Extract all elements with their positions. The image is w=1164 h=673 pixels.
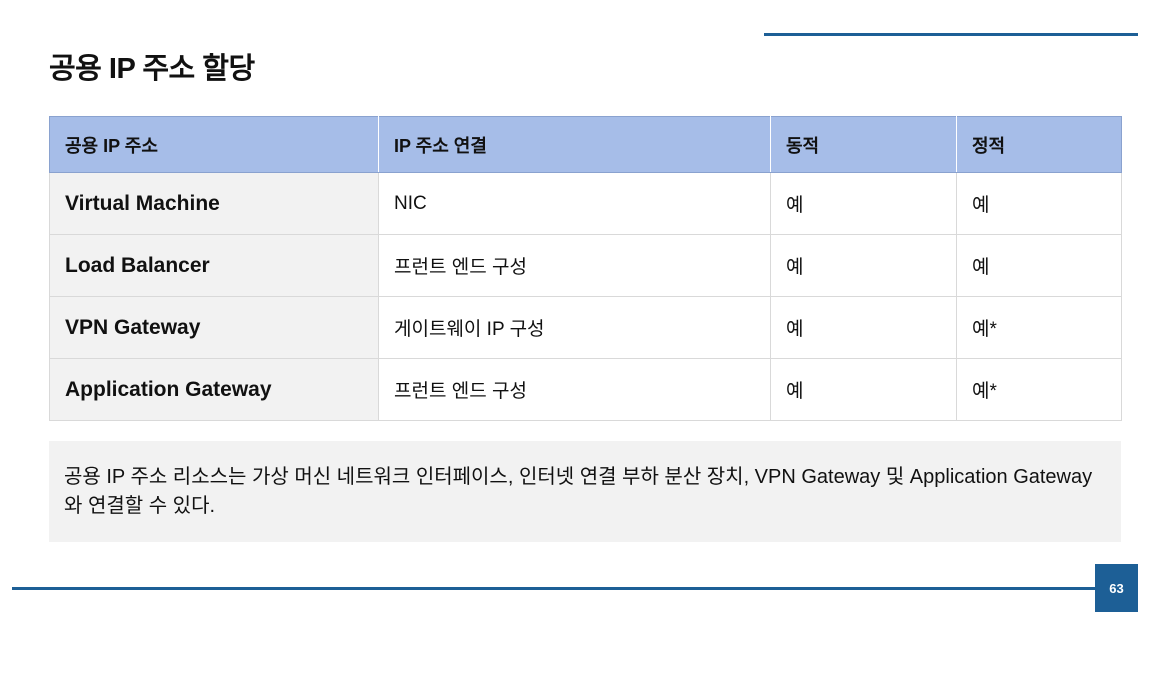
table-row: Virtual Machine NIC 예 예 xyxy=(49,172,1122,235)
row-resource-cell: Virtual Machine xyxy=(49,172,379,235)
ip-assignment-table: 공용 IP 주소 IP 주소 연결 동적 정적 Virtual Machine … xyxy=(49,116,1122,421)
page-number-badge: 63 xyxy=(1095,564,1138,612)
row-dynamic-cell: 예 xyxy=(770,172,957,235)
row-association-cell: 게이트웨이 IP 구성 xyxy=(378,296,771,359)
column-header-public-ip: 공용 IP 주소 xyxy=(49,116,379,173)
row-dynamic-cell: 예 xyxy=(770,358,957,421)
row-dynamic-cell: 예 xyxy=(770,234,957,297)
table-row: Load Balancer 프런트 엔드 구성 예 예 xyxy=(49,234,1122,297)
column-header-ip-association: IP 주소 연결 xyxy=(378,116,771,173)
row-static-cell: 예* xyxy=(956,296,1122,359)
page-title: 공용 IP 주소 할당 xyxy=(49,53,255,85)
page-number: 63 xyxy=(1109,580,1124,596)
note-text: 공용 IP 주소 리소스는 가상 머신 네트워크 인터페이스, 인터넷 연결 부… xyxy=(64,466,1093,517)
row-static-cell: 예 xyxy=(956,234,1122,297)
note-box: 공용 IP 주소 리소스는 가상 머신 네트워크 인터페이스, 인터넷 연결 부… xyxy=(49,441,1121,542)
row-dynamic-cell: 예 xyxy=(770,296,957,359)
row-static-cell: 예* xyxy=(956,358,1122,421)
row-resource-cell: Application Gateway xyxy=(49,358,379,421)
row-static-cell: 예 xyxy=(956,172,1122,235)
top-accent-rule xyxy=(764,33,1138,36)
table-row: Application Gateway 프런트 엔드 구성 예 예* xyxy=(49,358,1122,421)
table-header-row: 공용 IP 주소 IP 주소 연결 동적 정적 xyxy=(49,116,1122,173)
row-association-cell: 프런트 엔드 구성 xyxy=(378,234,771,297)
row-resource-cell: Load Balancer xyxy=(49,234,379,297)
row-resource-cell: VPN Gateway xyxy=(49,296,379,359)
row-association-cell: NIC xyxy=(378,172,771,235)
column-header-static: 정적 xyxy=(956,116,1122,173)
bottom-accent-rule xyxy=(12,587,1095,590)
row-association-cell: 프런트 엔드 구성 xyxy=(378,358,771,421)
ip-assignment-table-container: 공용 IP 주소 IP 주소 연결 동적 정적 Virtual Machine … xyxy=(49,116,1122,421)
table-row: VPN Gateway 게이트웨이 IP 구성 예 예* xyxy=(49,296,1122,359)
column-header-dynamic: 동적 xyxy=(770,116,957,173)
